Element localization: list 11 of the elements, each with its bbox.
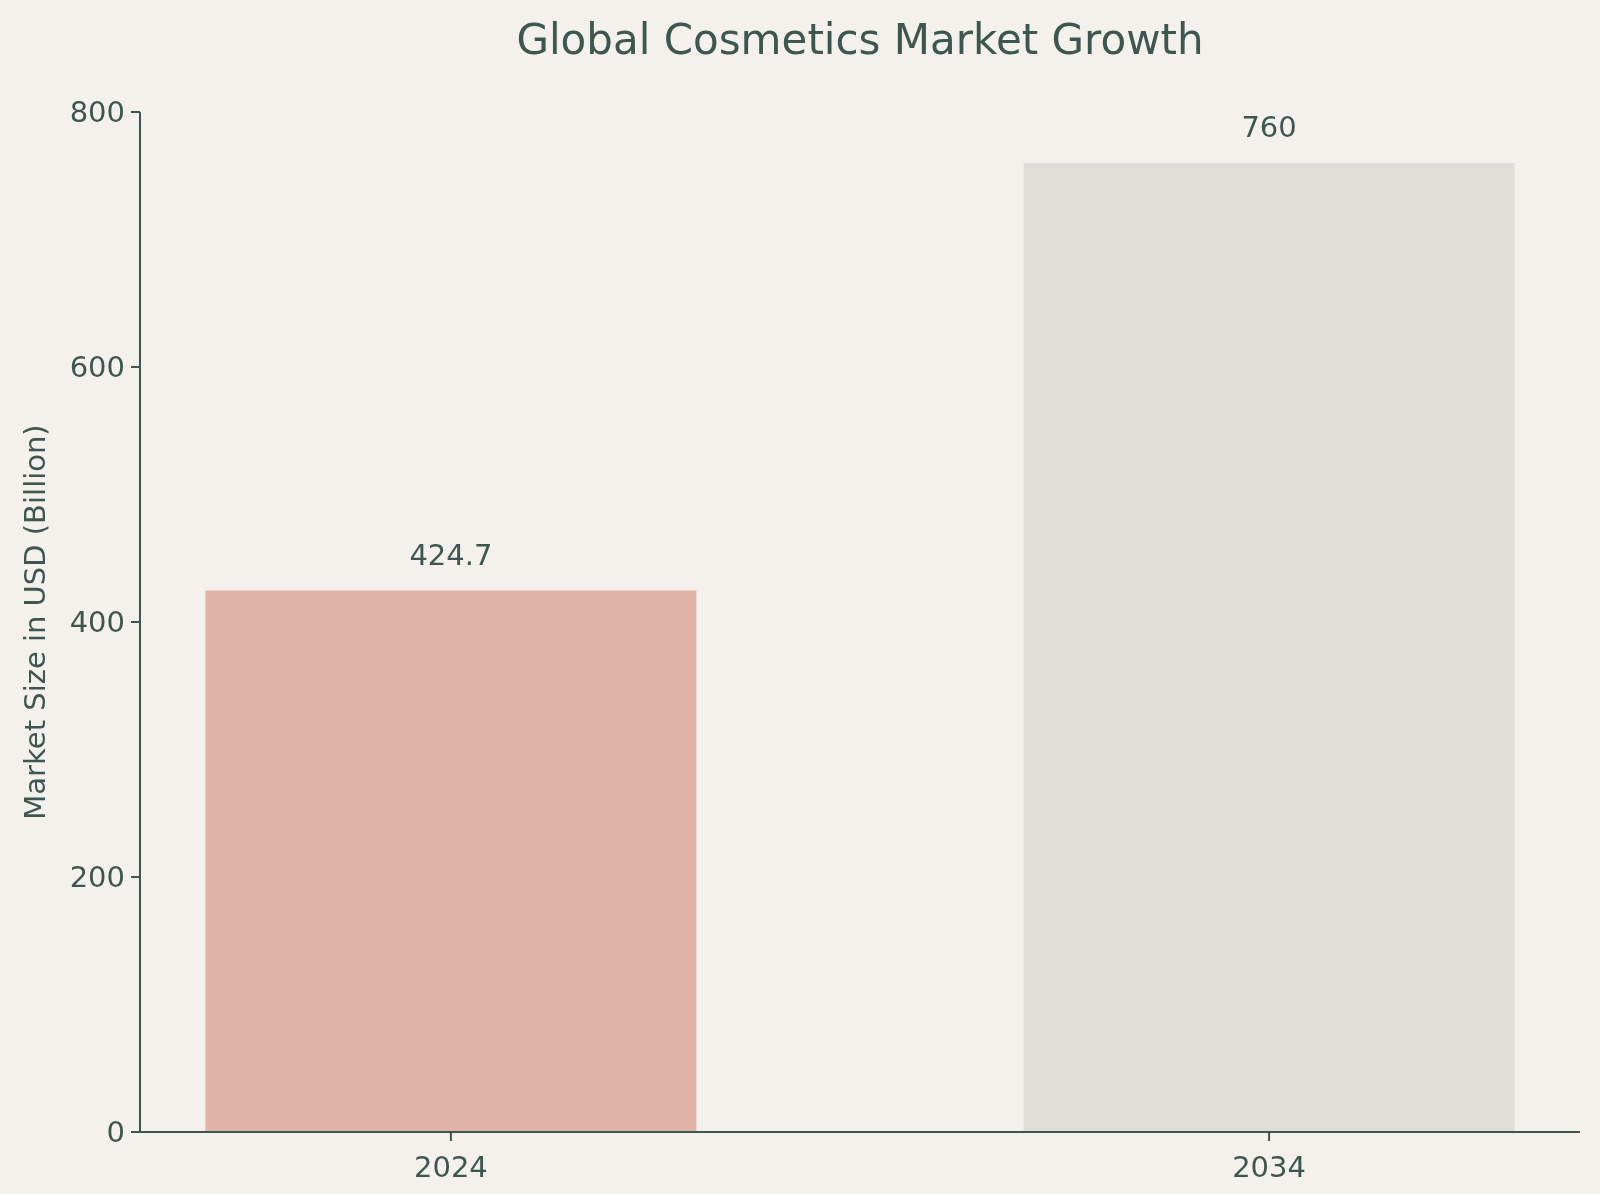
x-tick-label: 2024 (414, 1150, 488, 1184)
x-tick-label: 2034 (1232, 1150, 1306, 1184)
y-tick-label: 200 (69, 860, 125, 894)
y-axis-title: Market Size in USD (Billion) (18, 424, 52, 820)
y-tick-label: 800 (69, 95, 125, 129)
y-tick-label: 600 (69, 350, 125, 384)
data-label: 760 (1241, 110, 1297, 144)
y-tick-label: 400 (69, 605, 125, 639)
chart-title: Global Cosmetics Market Growth (516, 15, 1204, 64)
data-label: 424.7 (409, 537, 493, 572)
y-tick-label: 0 (106, 1115, 125, 1149)
